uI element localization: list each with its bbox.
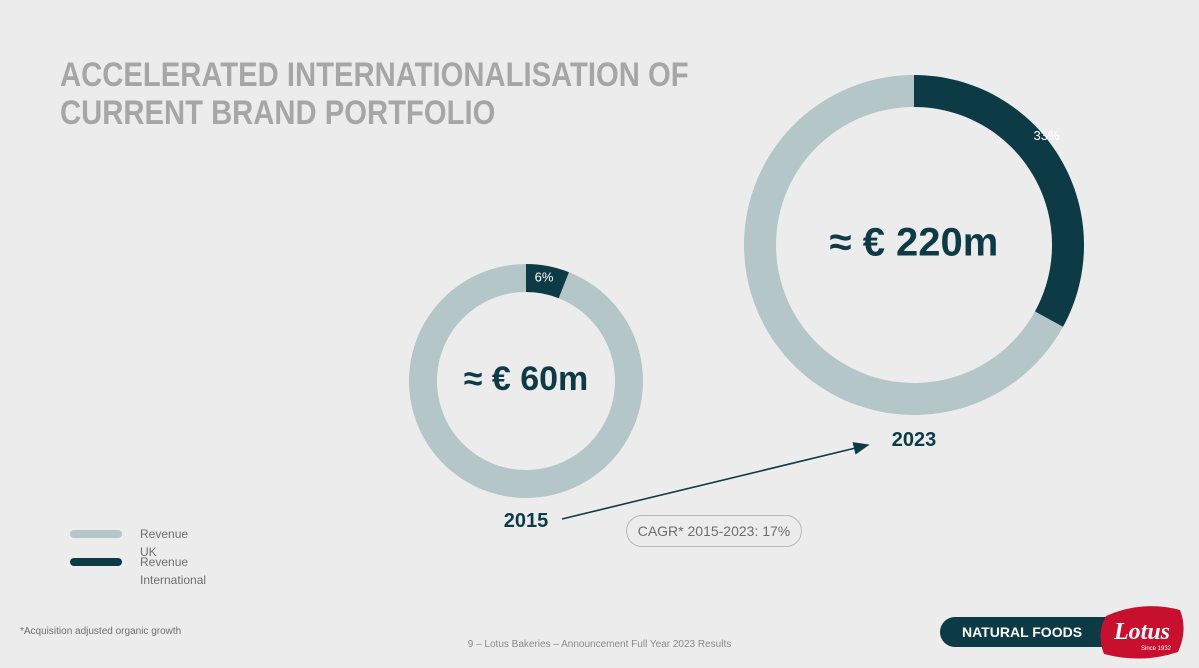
footnote: *Acquisition adjusted organic growth: [20, 626, 182, 637]
page-title: ACCELERATED INTERNATIONALISATION OF CURR…: [60, 56, 689, 132]
center-label-2023: ≈ € 220m: [830, 221, 999, 265]
title-line-1: ACCELERATED INTERNATIONALISATION OF: [60, 56, 689, 94]
legend-swatch-uk: [70, 530, 122, 538]
donut-chart-2015: 6%: [409, 264, 643, 498]
svg-text:Since 1932: Since 1932: [1141, 646, 1172, 652]
svg-text:Lotus: Lotus: [1113, 619, 1170, 645]
natural-foods-badge: NATURAL FOODS: [940, 617, 1130, 647]
slice-revenue-international-2023: [914, 75, 1084, 327]
footer-text: 9 – Lotus Bakeries – Announcement Full Y…: [467, 639, 732, 650]
year-label-2015: 2015: [504, 510, 549, 532]
legend-label-uk: Revenue UK: [140, 527, 189, 559]
donut-chart-2023: 33%: [744, 75, 1084, 416]
pct-label-2023: 33%: [1034, 128, 1060, 143]
slice-revenue-international-2015: [526, 264, 570, 299]
year-label-2023: 2023: [892, 429, 937, 451]
title-line-2: CURRENT BRAND PORTFOLIO: [60, 94, 496, 132]
lotus-logo: Lotus Since 1932: [1100, 606, 1184, 659]
center-label-2015: ≈ € 60m: [464, 360, 589, 398]
pct-label-2015: 6%: [535, 269, 554, 284]
cagr-badge: CAGR* 2015-2023: 17%: [626, 515, 802, 547]
growth-arrow: [561, 442, 870, 520]
legend-label-international: Revenue International: [140, 555, 207, 587]
legend-swatch-international: [70, 558, 122, 566]
